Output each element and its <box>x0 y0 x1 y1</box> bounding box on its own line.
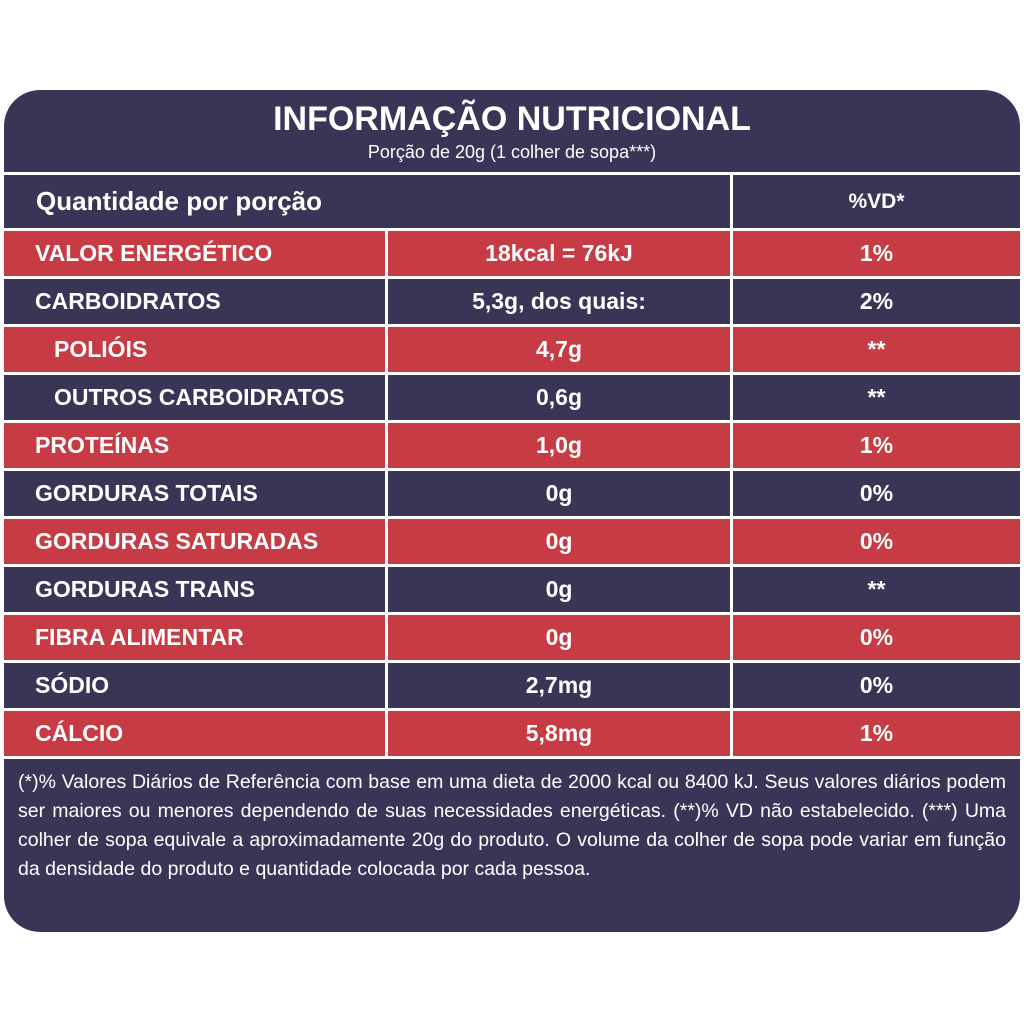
divider <box>4 516 1020 519</box>
divider <box>385 711 388 756</box>
amount: 18kcal = 76kJ <box>485 240 633 266</box>
divider <box>730 279 733 324</box>
nutrition-panel: INFORMAÇÃO NUTRICIONAL Porção de 20g (1 … <box>4 90 1020 932</box>
nutrient: VALOR ENERGÉTICO <box>35 240 273 266</box>
divider <box>4 708 1020 711</box>
divider <box>730 711 733 756</box>
divider <box>730 175 733 228</box>
footnote: (*)% Valores Diários de Referência com b… <box>18 771 1006 880</box>
divider <box>4 468 1020 471</box>
divider <box>730 327 733 372</box>
divider <box>4 172 1020 175</box>
divider <box>730 375 733 420</box>
divider <box>730 471 733 516</box>
nutrient: FIBRA ALIMENTAR <box>35 624 244 650</box>
daily-value: 1% <box>859 240 894 266</box>
nutrient: PROTEÍNAS <box>35 432 170 458</box>
amount: 0g <box>545 480 573 506</box>
divider <box>730 423 733 468</box>
amount: 0g <box>545 576 573 602</box>
nutrient: GORDURAS SATURADAS <box>35 528 319 554</box>
divider <box>385 567 388 612</box>
divider <box>4 660 1020 663</box>
amount: 2,7mg <box>525 672 593 698</box>
divider <box>4 420 1020 423</box>
table-row <box>4 423 1020 468</box>
daily-value: ** <box>867 576 886 602</box>
table-row <box>4 711 1020 756</box>
divider <box>4 324 1020 327</box>
divider <box>4 612 1020 615</box>
table-row <box>4 567 1020 612</box>
daily-value: 0% <box>859 624 894 650</box>
subtitle: Porção de 20g (1 colher de sopa***) <box>367 142 657 162</box>
nutrient: CARBOIDRATOS <box>35 288 221 314</box>
nutrient: GORDURAS TRANS <box>35 576 255 602</box>
amount: 0g <box>545 528 573 554</box>
divider <box>730 567 733 612</box>
daily-value: ** <box>867 336 886 362</box>
divider <box>385 231 388 276</box>
divider <box>730 519 733 564</box>
table-row <box>4 327 1020 372</box>
divider <box>4 276 1020 279</box>
column-header: %VD* <box>848 189 905 213</box>
daily-value: 0% <box>859 528 894 554</box>
nutrient: SÓDIO <box>35 672 110 698</box>
table-row <box>4 519 1020 564</box>
divider <box>385 663 388 708</box>
divider <box>730 231 733 276</box>
daily-value: 1% <box>859 720 894 746</box>
table-row <box>4 279 1020 324</box>
divider <box>730 663 733 708</box>
daily-value: 0% <box>859 672 894 698</box>
divider <box>4 756 1020 759</box>
amount: 1,0g <box>535 432 583 458</box>
daily-value: 1% <box>859 432 894 458</box>
nutrient: CÁLCIO <box>35 720 124 746</box>
nutrient: POLIÓIS <box>54 336 148 362</box>
column-header: Quantidade por porção <box>36 186 323 216</box>
divider <box>385 279 388 324</box>
title: INFORMAÇÃO NUTRICIONAL <box>273 100 751 138</box>
table-row <box>4 663 1020 708</box>
amount: 4,7g <box>535 336 583 362</box>
divider <box>4 372 1020 375</box>
amount: 5,8mg <box>525 720 593 746</box>
divider <box>385 375 388 420</box>
table-row <box>4 471 1020 516</box>
divider <box>4 564 1020 567</box>
amount: 5,3g, dos quais: <box>472 288 646 314</box>
daily-value: ** <box>867 384 886 410</box>
table-row <box>4 375 1020 420</box>
divider <box>385 519 388 564</box>
divider <box>385 615 388 660</box>
divider <box>385 423 388 468</box>
daily-value: 0% <box>859 480 894 506</box>
divider <box>385 471 388 516</box>
nutrient: GORDURAS TOTAIS <box>35 480 258 506</box>
divider <box>4 228 1020 231</box>
table-row <box>4 615 1020 660</box>
nutrient: OUTROS CARBOIDRATOS <box>54 384 345 410</box>
table-row <box>4 231 1020 276</box>
divider <box>730 615 733 660</box>
divider <box>385 327 388 372</box>
daily-value: 2% <box>859 288 894 314</box>
amount: 0g <box>545 624 573 650</box>
amount: 0,6g <box>535 384 583 410</box>
